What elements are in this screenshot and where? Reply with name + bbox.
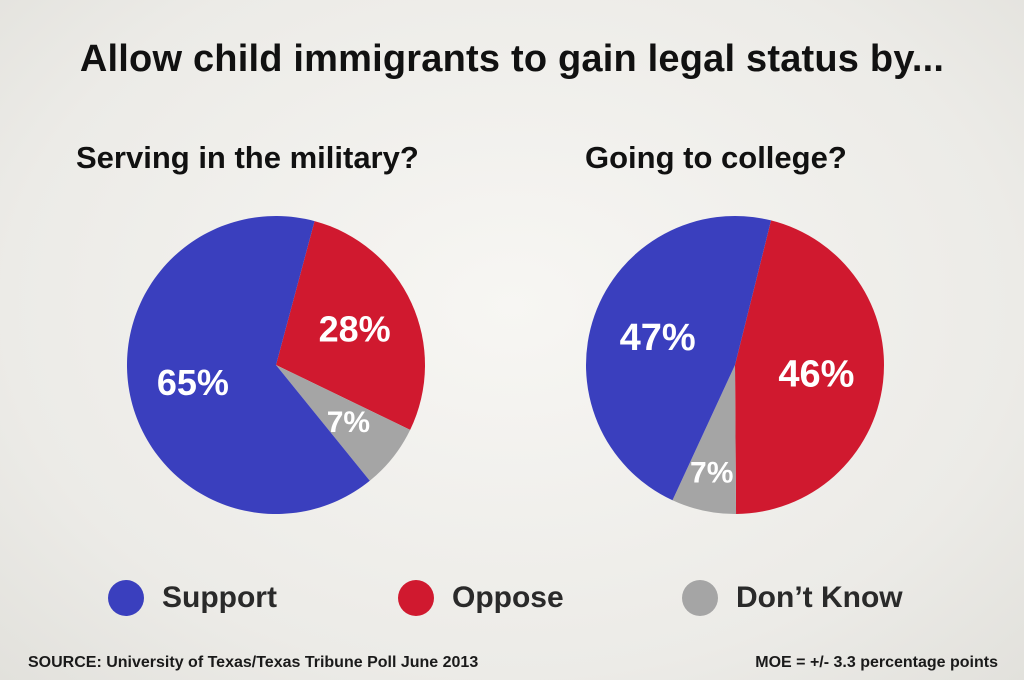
legend-swatch-dont-know: [682, 580, 718, 616]
legend-item-oppose: Oppose: [398, 576, 564, 620]
pie-college: 46% 7% 47%: [586, 216, 885, 515]
pie-slice-support: [126, 216, 370, 515]
legend-item-dont-know: Don’t Know: [682, 576, 903, 620]
legend-label-support: Support: [162, 581, 277, 614]
pie-label-oppose: 46%: [778, 354, 854, 396]
pie-label-dont-know: 7%: [690, 456, 733, 489]
pie-title-college: Going to college?: [585, 140, 847, 175]
source-note: SOURCE: University of Texas/Texas Tribun…: [28, 654, 479, 671]
moe-note: MOE = +/- 3.3 percentage points: [755, 654, 998, 671]
legend-swatch-support: [108, 580, 144, 616]
pie-label-support: 47%: [620, 317, 696, 359]
chart-title: Allow child immigrants to gain legal sta…: [79, 38, 945, 80]
pie-label-support: 65%: [157, 362, 229, 403]
legend-swatch-oppose: [398, 580, 434, 616]
legend-label-dont-know: Don’t Know: [736, 581, 903, 614]
pie-label-oppose: 28%: [319, 309, 391, 350]
pie-label-dont-know: 7%: [327, 406, 370, 439]
pie-title-military: Serving in the military?: [76, 140, 419, 175]
pie-slice-oppose: [735, 220, 885, 514]
pie-military: 28% 7% 65%: [126, 216, 426, 515]
pie-slice-oppose: [276, 221, 426, 430]
legend: Support Oppose Don’t Know: [0, 576, 1024, 620]
legend-item-support: Support: [108, 576, 277, 620]
pie-slice-dont-know: [276, 365, 411, 481]
legend-label-oppose: Oppose: [452, 581, 564, 614]
pie-slice-dont-know: [672, 365, 737, 515]
pie-slice-support: [586, 216, 772, 501]
